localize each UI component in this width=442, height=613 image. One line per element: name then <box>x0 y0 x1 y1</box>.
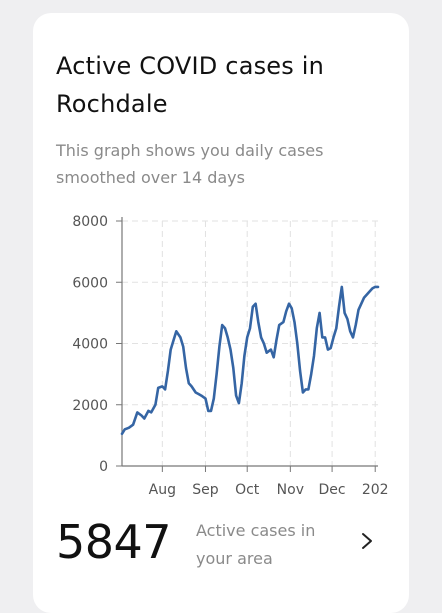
card-title: Active COVID cases in Rochdale <box>56 52 325 118</box>
chart-svg: 0 2000 4000 6000 8000 Aug Sep Oct Nov Dec 202 <box>72 214 389 498</box>
active-cases-count: 5847 <box>56 515 172 569</box>
cases-card: Active COVID cases in Rochdale This grap… <box>33 13 409 613</box>
y-tick-label: 6000 <box>72 275 108 291</box>
series-line <box>120 285 380 436</box>
x-tick-label: Dec <box>319 482 346 498</box>
y-tick-label: 2000 <box>72 398 108 414</box>
x-tick-label: Sep <box>192 482 219 498</box>
y-tick-label: 4000 <box>72 337 108 353</box>
y-tick-label: 8000 <box>72 214 108 230</box>
x-tick-label: Nov <box>277 482 304 498</box>
chevron-right-icon[interactable] <box>356 529 378 553</box>
active-cases-label: Active cases in your area <box>196 521 316 568</box>
active-cases-summary[interactable]: 5847 Active cases in your area <box>56 513 396 583</box>
card-subtitle: This graph shows you daily cases smoothe… <box>56 141 324 187</box>
y-tick-label: 0 <box>99 459 108 475</box>
x-tick-label: Oct <box>235 482 260 498</box>
cases-line-chart: 0 2000 4000 6000 8000 Aug Sep Oct Nov Dec 202 <box>33 209 409 499</box>
x-tick-label: Aug <box>149 482 176 498</box>
x-tick-label: 202 <box>362 482 389 498</box>
